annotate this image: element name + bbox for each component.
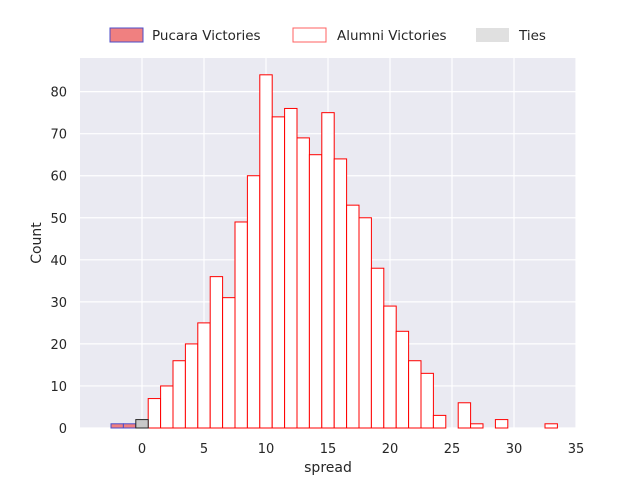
bar-alumni-victories [160, 385, 174, 429]
bar-alumni-victories [259, 74, 273, 429]
bar-alumni-victories [172, 360, 186, 429]
legend-label-alumni: Alumni Victories [337, 28, 447, 44]
y-tick-label: 50 [50, 212, 67, 227]
bar-alumni-victories [333, 158, 348, 429]
bar-alumni-victories [296, 137, 310, 429]
bar-alumni-victories [147, 398, 162, 429]
bar-pucara-victories [110, 423, 124, 429]
bar-alumni-victories [457, 402, 472, 429]
bar-alumni-victories [209, 276, 224, 429]
bar-alumni-victories [222, 297, 236, 429]
y-tick-label: 20 [50, 338, 67, 353]
bar-alumni-victories [420, 372, 434, 429]
x-axis-title: spread [304, 460, 352, 476]
x-tick-label: 10 [258, 442, 275, 457]
bar-alumni-victories [544, 423, 558, 429]
bar-alumni-victories [197, 322, 211, 429]
bar-alumni-victories [308, 154, 323, 429]
x-tick-labels: 0 5 10 15 20 25 30 35 [138, 442, 584, 457]
bar-pucara-victories [122, 423, 137, 429]
legend-swatch-ties [476, 28, 509, 42]
x-tick-label: 5 [200, 442, 208, 457]
bar-alumni-victories [370, 267, 385, 429]
legend-label-pucara: Pucara Victories [152, 28, 261, 44]
y-tick-label: 30 [50, 296, 67, 311]
bar-alumni-victories [271, 116, 286, 429]
y-tick-labels: 0 10 20 30 40 50 60 70 80 [50, 86, 67, 437]
x-tick-label: 35 [568, 442, 585, 457]
y-tick-label: 40 [50, 254, 67, 269]
legend: Pucara Victories Alumni Victories Ties [109, 27, 546, 44]
legend-label-ties: Ties [518, 28, 546, 44]
bar-alumni-victories [395, 330, 410, 429]
bar-alumni-victories [408, 360, 422, 429]
legend-swatch-alumni [292, 27, 327, 43]
bar-alumni-victories [432, 414, 447, 429]
y-tick-label: 60 [50, 170, 67, 185]
histogram-bars [110, 74, 558, 429]
bar-alumni-victories [358, 217, 372, 429]
bar-alumni-victories [284, 107, 298, 429]
y-axis-title: Count [29, 222, 45, 264]
y-tick-label: 70 [50, 128, 67, 143]
x-tick-label: 15 [320, 442, 337, 457]
y-tick-label: 80 [50, 86, 67, 101]
y-tick-label: 0 [59, 422, 67, 437]
bar-ties [135, 419, 149, 429]
bar-alumni-victories [470, 423, 484, 429]
x-tick-label: 20 [382, 442, 399, 457]
x-tick-label: 25 [444, 442, 461, 457]
bar-alumni-victories [383, 305, 397, 429]
bar-alumni-victories [494, 419, 509, 429]
x-tick-label: 0 [138, 442, 146, 457]
legend-swatch-pucara [109, 27, 144, 43]
bar-alumni-victories [184, 343, 199, 429]
y-tick-label: 10 [50, 380, 67, 395]
bar-alumni-victories [234, 221, 248, 429]
x-tick-label: 30 [506, 442, 523, 457]
bar-alumni-victories [346, 204, 360, 429]
bar-alumni-victories [246, 175, 261, 429]
bar-alumni-victories [321, 112, 335, 429]
